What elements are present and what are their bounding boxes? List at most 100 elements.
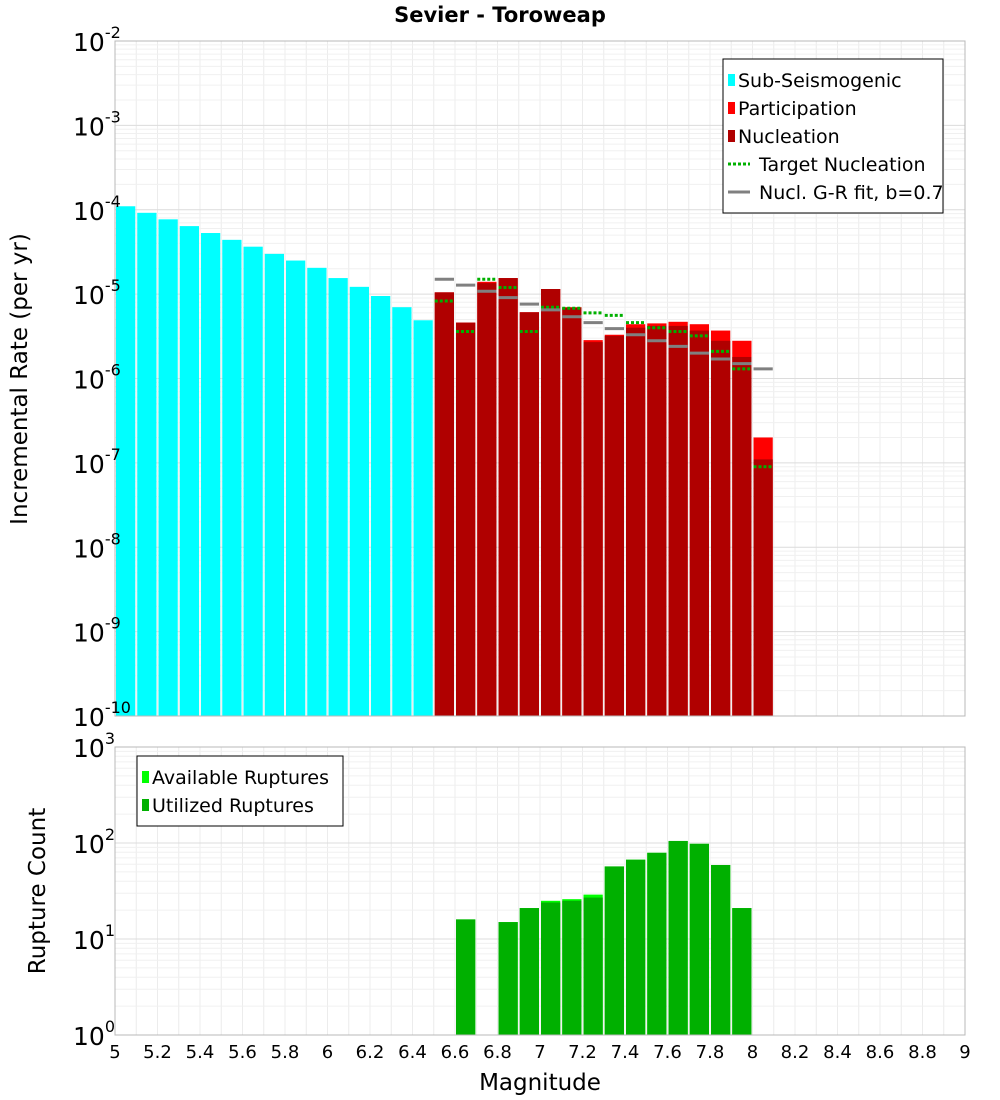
y-tick-label: 10-5 xyxy=(73,276,121,310)
plot-frame xyxy=(114,746,966,1036)
legend-label: Target Nucleation xyxy=(758,154,926,176)
bar xyxy=(137,212,157,716)
bar xyxy=(583,897,603,1035)
x-tick-label: 5.6 xyxy=(228,1042,257,1063)
x-tick-labels: 5 5.2 5.4 5.6 5.8 6 6.2 6.4 6.6 6.8 7 7.2 7.4 7.6 7.8 8… xyxy=(109,1042,970,1063)
x-tick-label: 9 xyxy=(959,1042,970,1063)
legend-box xyxy=(136,755,344,827)
y-tick-label: 10-3 xyxy=(73,107,121,141)
bar xyxy=(689,330,709,716)
bar xyxy=(732,908,752,1035)
series-sub-seismogenic xyxy=(116,206,433,717)
x-tick-label: 5 xyxy=(109,1042,120,1063)
legend-label: Nucl. G-R fit, b=0.7 xyxy=(759,182,944,204)
bar xyxy=(371,296,391,716)
legend: Available Ruptures Utilized Ruptures xyxy=(136,755,344,827)
bar xyxy=(477,283,497,716)
bar xyxy=(116,206,136,716)
incremental-rate-plot: 10-10 10-9 10-8 10-7 10-6 10-5 10-4 10-3 10-2 Sub… xyxy=(73,23,966,732)
bar xyxy=(179,226,199,716)
bar xyxy=(434,292,454,716)
y-tick-labels: 100 101 102 103 xyxy=(73,729,115,1051)
x-tick-label: 6.8 xyxy=(483,1042,512,1063)
x-tick-label: 8.4 xyxy=(823,1042,852,1063)
x-tick-label: 6.2 xyxy=(356,1042,385,1063)
bar xyxy=(222,239,242,716)
series-nucl-g-r-fit-b-0-7 xyxy=(434,277,773,371)
bar xyxy=(732,356,752,716)
x-tick-label: 7.8 xyxy=(696,1042,725,1063)
x-tick-label: 8.2 xyxy=(781,1042,810,1063)
legend-label: Nucleation xyxy=(738,126,840,148)
bar xyxy=(519,312,539,716)
bar xyxy=(604,335,624,716)
bar xyxy=(519,908,539,1035)
bar xyxy=(711,864,731,1035)
legend-swatch xyxy=(142,771,149,783)
y-tick-label: 10-7 xyxy=(73,445,121,479)
bar xyxy=(583,342,603,716)
bar xyxy=(498,922,518,1035)
bar xyxy=(243,246,263,717)
series-target-nucleation xyxy=(434,277,773,469)
x-tick-label: 8.6 xyxy=(866,1042,895,1063)
bar xyxy=(456,322,476,716)
legend-box xyxy=(722,58,944,214)
series-utilized-ruptures xyxy=(456,840,752,1035)
y-tick-label: 102 xyxy=(73,825,115,859)
bar xyxy=(689,843,709,1035)
legend-label: Utilized Ruptures xyxy=(152,795,314,817)
legend-item: Nucl. G-R fit, b=0.7 xyxy=(728,182,944,204)
bar xyxy=(349,286,369,716)
y-tick-label: 100 xyxy=(73,1017,115,1051)
legend-item: Available Ruptures xyxy=(142,767,329,789)
bar xyxy=(307,267,327,716)
bar xyxy=(328,278,348,716)
x-tick-label: 6.4 xyxy=(398,1042,427,1063)
y-tick-label: 10-2 xyxy=(73,23,121,57)
bar xyxy=(604,866,624,1035)
bar xyxy=(711,340,731,716)
chart-title: Sevier - Toroweap xyxy=(394,3,606,27)
legend-item: Nucleation xyxy=(728,126,840,148)
bar xyxy=(413,320,433,716)
bar xyxy=(286,260,306,716)
x-tick-label: 7.2 xyxy=(568,1042,597,1063)
ylabel-rupture-count: Rupture Count xyxy=(25,808,51,974)
legend-label: Available Ruptures xyxy=(152,767,329,789)
bar xyxy=(753,459,773,716)
x-tick-label: 7 xyxy=(534,1042,545,1063)
y-tick-label: 10-8 xyxy=(73,529,121,563)
bar xyxy=(264,253,284,716)
bar xyxy=(201,233,221,716)
x-tick-label: 6.6 xyxy=(441,1042,470,1063)
bar xyxy=(647,325,667,716)
bar xyxy=(541,902,561,1035)
bar xyxy=(498,278,518,716)
bar xyxy=(647,852,667,1035)
bar xyxy=(626,327,646,716)
legend-swatch xyxy=(728,102,735,114)
y-tick-label: 101 xyxy=(73,921,115,955)
y-tick-label: 10-6 xyxy=(73,361,121,395)
bar xyxy=(158,219,178,717)
x-tick-label: 8.8 xyxy=(908,1042,937,1063)
bar xyxy=(562,900,582,1035)
legend-swatch xyxy=(728,74,735,86)
bar xyxy=(456,919,476,1035)
legend-label: Participation xyxy=(738,98,857,120)
y-tick-labels: 10-10 10-9 10-8 10-7 10-6 10-5 10-4 10-3 10-2 xyxy=(73,23,131,732)
legend: Sub-Seismogenic Participation Nucleation Ta… xyxy=(722,58,944,214)
x-tick-label: 7.4 xyxy=(611,1042,640,1063)
x-tick-label: 8 xyxy=(747,1042,758,1063)
bar xyxy=(668,325,688,716)
legend-swatch xyxy=(728,130,735,142)
legend-label: Sub-Seismogenic xyxy=(738,70,902,92)
y-tick-label: 10-10 xyxy=(73,698,131,732)
y-tick-label: 10-4 xyxy=(73,192,121,226)
y-tick-label: 10-9 xyxy=(73,614,121,648)
y-tick-label: 103 xyxy=(73,729,115,763)
bar xyxy=(562,307,582,716)
legend-item: Participation xyxy=(728,98,857,120)
